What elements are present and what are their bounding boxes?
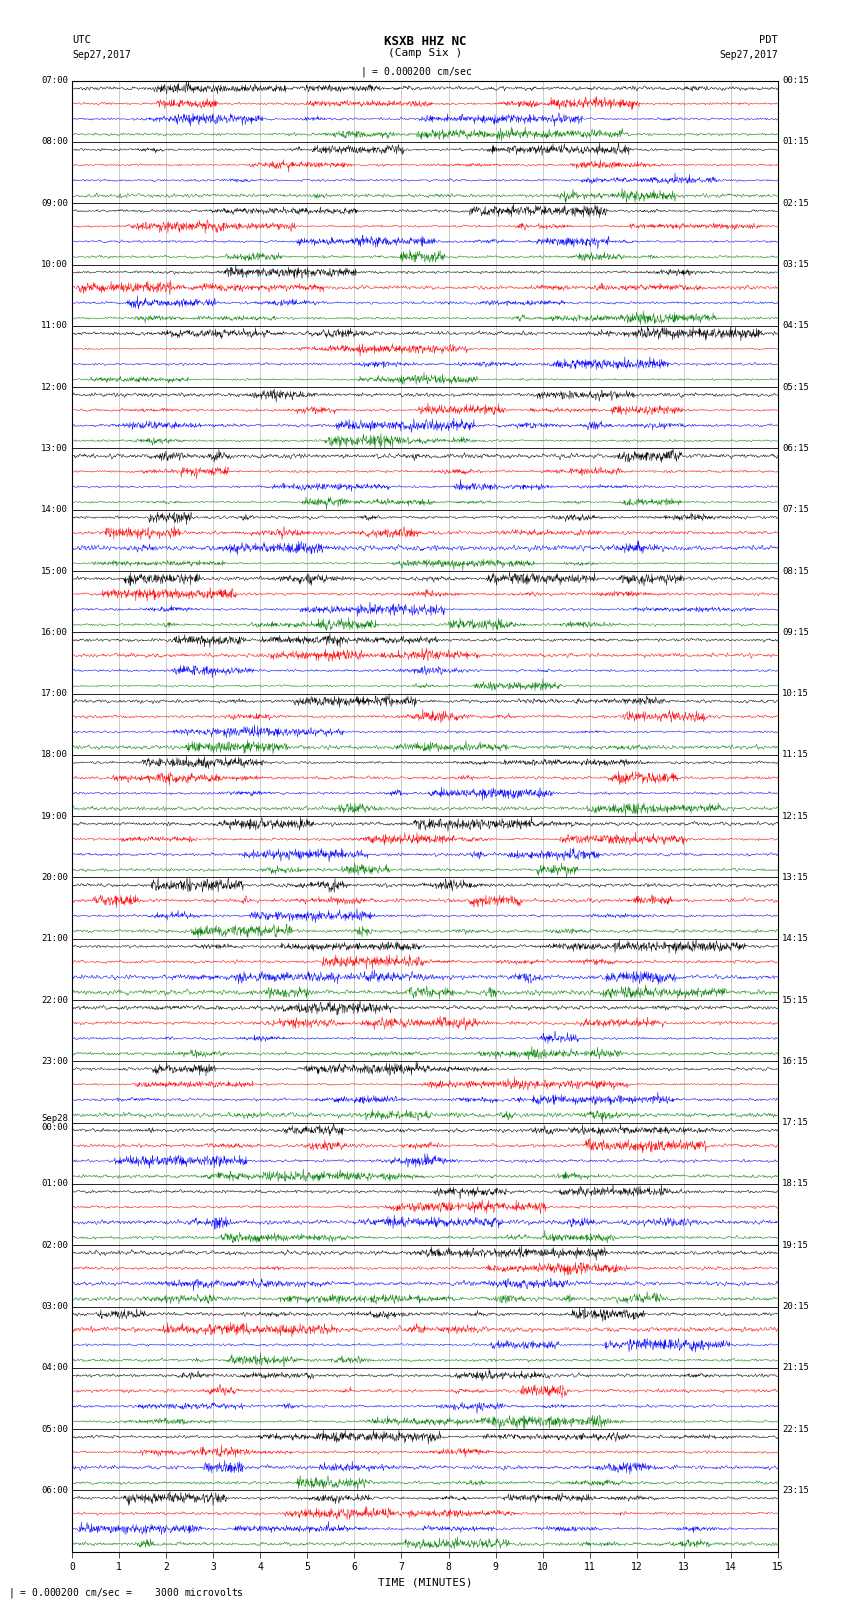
- Text: 20:00: 20:00: [41, 873, 68, 882]
- Text: 13:15: 13:15: [782, 873, 809, 882]
- Text: (Camp Six ): (Camp Six ): [388, 48, 462, 58]
- Text: 20:15: 20:15: [782, 1302, 809, 1311]
- Text: 02:00: 02:00: [41, 1240, 68, 1250]
- Text: PDT: PDT: [759, 35, 778, 45]
- Text: 06:15: 06:15: [782, 444, 809, 453]
- Text: 08:00: 08:00: [41, 137, 68, 147]
- Text: 10:00: 10:00: [41, 260, 68, 269]
- Text: 01:00: 01:00: [41, 1179, 68, 1189]
- Text: 09:15: 09:15: [782, 627, 809, 637]
- Text: 07:15: 07:15: [782, 505, 809, 515]
- Text: 12:15: 12:15: [782, 811, 809, 821]
- Text: 13:00: 13:00: [41, 444, 68, 453]
- Text: 23:15: 23:15: [782, 1486, 809, 1495]
- Text: Sep27,2017: Sep27,2017: [719, 50, 778, 60]
- Text: 03:15: 03:15: [782, 260, 809, 269]
- Text: 11:00: 11:00: [41, 321, 68, 331]
- Text: 06:00: 06:00: [41, 1486, 68, 1495]
- Text: 16:00: 16:00: [41, 627, 68, 637]
- Text: 04:00: 04:00: [41, 1363, 68, 1373]
- Text: 02:15: 02:15: [782, 198, 809, 208]
- Text: 11:15: 11:15: [782, 750, 809, 760]
- Text: 17:15: 17:15: [782, 1118, 809, 1127]
- Text: 03:00: 03:00: [41, 1302, 68, 1311]
- Text: UTC: UTC: [72, 35, 91, 45]
- Text: 18:15: 18:15: [782, 1179, 809, 1189]
- Text: 21:15: 21:15: [782, 1363, 809, 1373]
- Text: 05:00: 05:00: [41, 1424, 68, 1434]
- Text: 09:00: 09:00: [41, 198, 68, 208]
- Text: $\mathtt{|}$ = 0.000200 cm/sec =    3000 microvolts: $\mathtt{|}$ = 0.000200 cm/sec = 3000 mi…: [8, 1586, 244, 1600]
- Text: Sep28: Sep28: [41, 1113, 68, 1123]
- Text: 18:00: 18:00: [41, 750, 68, 760]
- Text: 15:00: 15:00: [41, 566, 68, 576]
- Text: 17:00: 17:00: [41, 689, 68, 698]
- Text: 00:15: 00:15: [782, 76, 809, 85]
- Text: 23:00: 23:00: [41, 1057, 68, 1066]
- Text: 14:00: 14:00: [41, 505, 68, 515]
- Text: 12:00: 12:00: [41, 382, 68, 392]
- Text: 15:15: 15:15: [782, 995, 809, 1005]
- Text: 07:00: 07:00: [41, 76, 68, 85]
- Text: 21:00: 21:00: [41, 934, 68, 944]
- Text: Sep27,2017: Sep27,2017: [72, 50, 131, 60]
- X-axis label: TIME (MINUTES): TIME (MINUTES): [377, 1578, 473, 1587]
- Text: 05:15: 05:15: [782, 382, 809, 392]
- Text: 01:15: 01:15: [782, 137, 809, 147]
- Text: 14:15: 14:15: [782, 934, 809, 944]
- Text: 19:00: 19:00: [41, 811, 68, 821]
- Text: KSXB HHZ NC: KSXB HHZ NC: [383, 35, 467, 48]
- Text: 16:15: 16:15: [782, 1057, 809, 1066]
- Text: 22:15: 22:15: [782, 1424, 809, 1434]
- Text: 00:00: 00:00: [41, 1123, 68, 1132]
- Text: 08:15: 08:15: [782, 566, 809, 576]
- Text: 22:00: 22:00: [41, 995, 68, 1005]
- Text: 19:15: 19:15: [782, 1240, 809, 1250]
- Text: $\mathtt{|}$ = 0.000200 cm/sec: $\mathtt{|}$ = 0.000200 cm/sec: [360, 65, 473, 79]
- Text: 04:15: 04:15: [782, 321, 809, 331]
- Text: 10:15: 10:15: [782, 689, 809, 698]
